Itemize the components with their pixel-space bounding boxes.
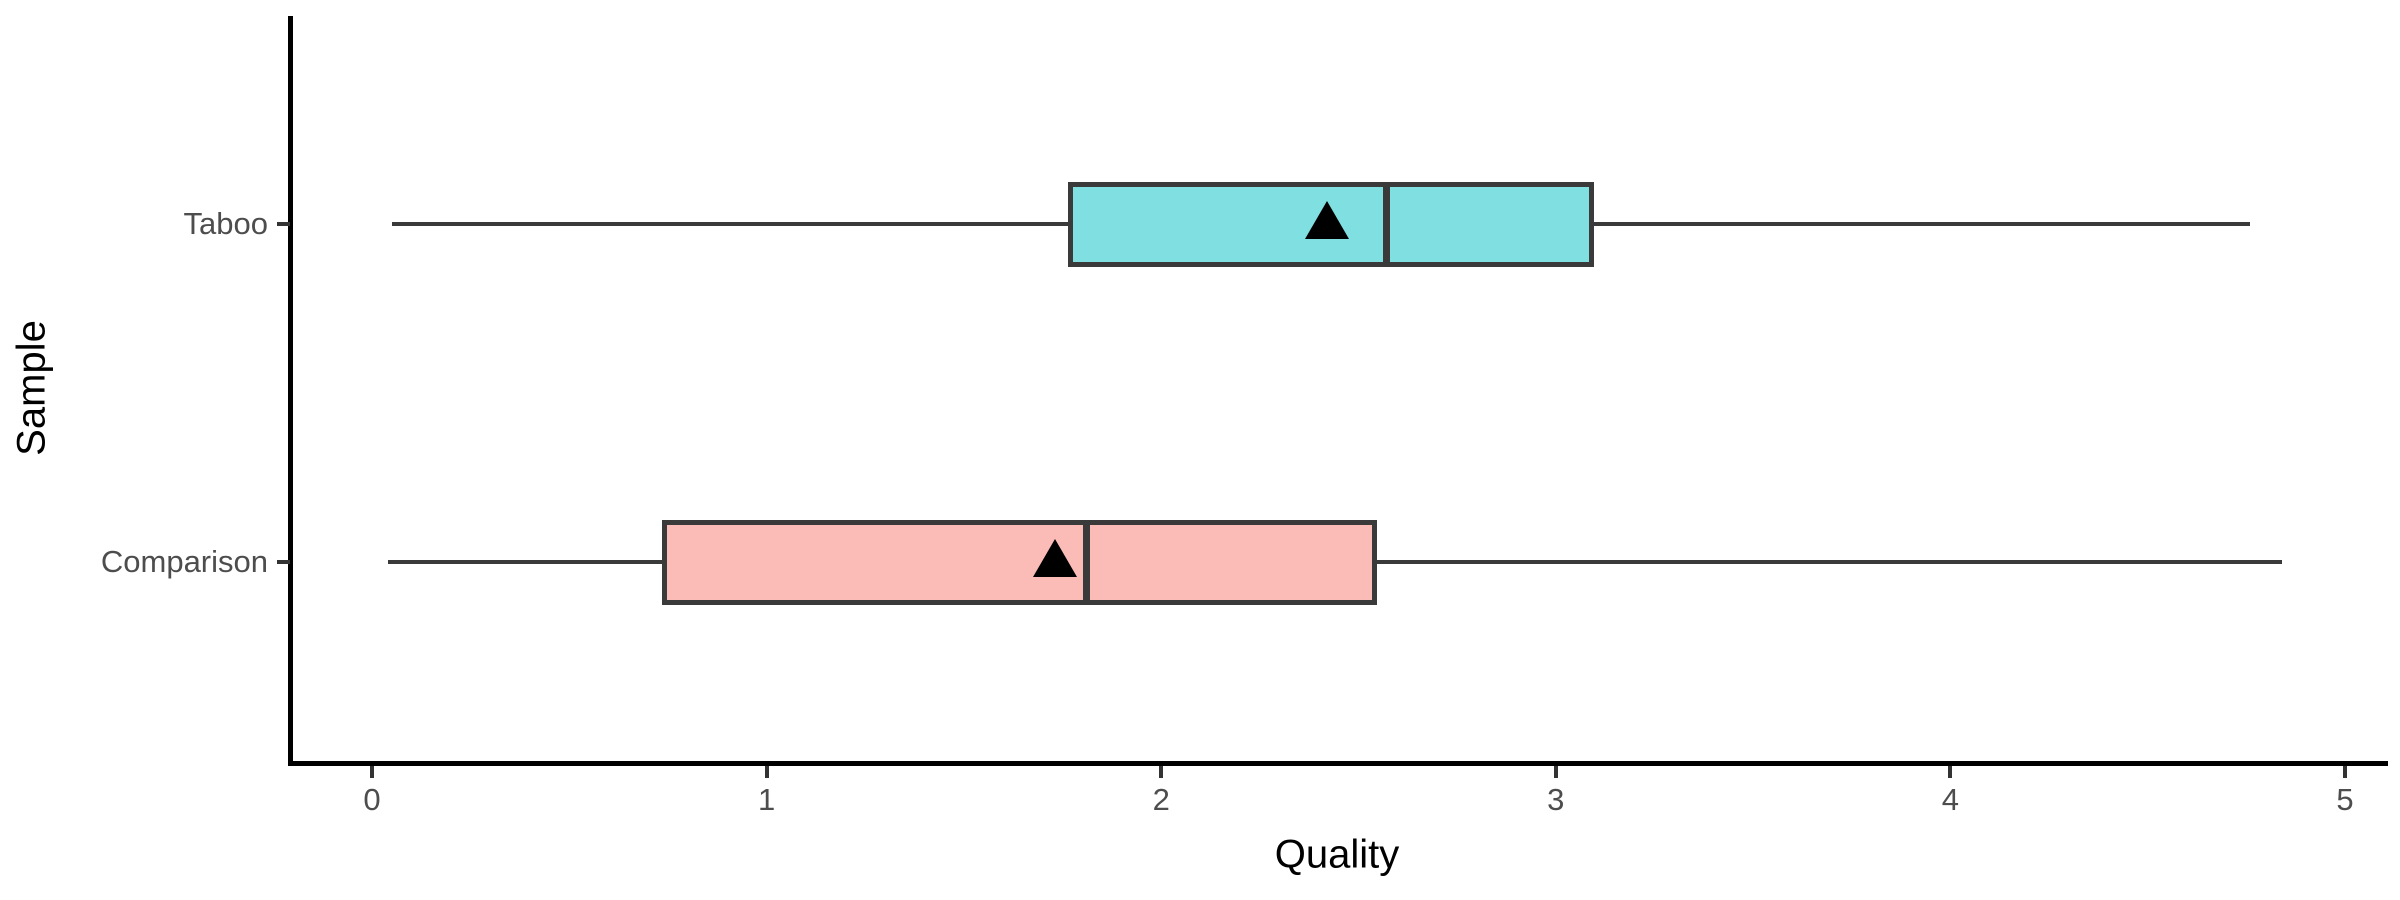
x-tick-label: 3: [1547, 782, 1565, 817]
y-axis-line: [288, 16, 293, 766]
whisker-lower: [387, 560, 664, 564]
x-tick-mark: [1948, 766, 1953, 778]
mean-marker: [1032, 539, 1077, 577]
mean-marker: [1304, 201, 1349, 239]
whisker-upper: [1374, 560, 2282, 564]
y-tick-mark: [277, 560, 290, 564]
median-line: [1082, 519, 1090, 605]
x-axis-line: [288, 761, 2388, 766]
x-tick-label: 4: [1941, 782, 1960, 817]
x-tick-label: 0: [363, 782, 381, 817]
x-tick-mark: [1159, 766, 1164, 778]
x-tick-mark: [764, 766, 769, 778]
iqr-box: [661, 519, 1377, 605]
x-tick-mark: [1553, 766, 1558, 778]
x-tick-mark: [2343, 766, 2347, 778]
whisker-upper: [1591, 222, 2251, 226]
median-line: [1382, 181, 1390, 267]
x-tick-label: 2: [1152, 782, 1170, 817]
y-axis-title: Sample: [9, 320, 54, 456]
x-tick-mark: [370, 766, 374, 778]
whisker-lower: [391, 222, 1071, 226]
x-tick-label: 1: [757, 782, 776, 817]
y-tick-label: Comparison: [100, 544, 268, 579]
y-tick-label: Taboo: [183, 206, 268, 241]
x-axis-title: Quality: [1274, 832, 1400, 877]
y-tick-mark: [277, 222, 290, 226]
x-tick-label: 5: [2336, 782, 2354, 817]
